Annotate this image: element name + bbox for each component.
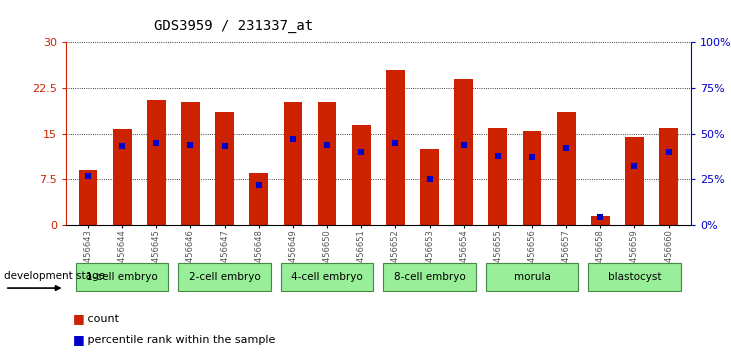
Bar [113,129,132,225]
Text: GDS3959 / 231337_at: GDS3959 / 231337_at [154,19,313,34]
FancyBboxPatch shape [588,263,681,291]
Bar [488,127,507,225]
FancyBboxPatch shape [76,263,168,291]
FancyBboxPatch shape [281,263,374,291]
Bar [454,79,473,225]
Bar [284,102,303,225]
Bar [352,125,371,225]
Bar [659,127,678,225]
Text: percentile rank within the sample: percentile rank within the sample [84,335,276,345]
Bar [420,149,439,225]
Text: ■: ■ [73,333,85,346]
Bar [215,112,234,225]
Text: 4-cell embryo: 4-cell embryo [291,272,363,282]
Text: 8-cell embryo: 8-cell embryo [394,272,466,282]
Text: count: count [84,314,119,324]
Bar [318,102,336,225]
Bar [591,216,610,225]
Bar [249,173,268,225]
Text: ■: ■ [73,312,85,325]
Bar [557,112,575,225]
Text: 1-cell embryo: 1-cell embryo [86,272,158,282]
Text: 2-cell embryo: 2-cell embryo [189,272,260,282]
Bar [147,100,166,225]
Bar [386,70,405,225]
Bar [181,102,200,225]
Bar [523,131,542,225]
Text: development stage: development stage [4,270,105,280]
FancyBboxPatch shape [178,263,271,291]
Text: blastocyst: blastocyst [607,272,662,282]
Text: morula: morula [514,272,550,282]
Bar [625,137,644,225]
FancyBboxPatch shape [485,263,578,291]
Bar [79,170,97,225]
FancyBboxPatch shape [383,263,476,291]
